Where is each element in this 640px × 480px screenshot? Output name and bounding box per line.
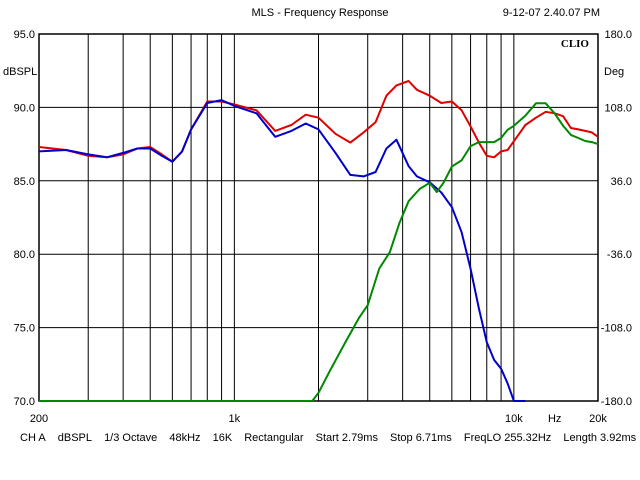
y-tick-label-left: 95.0	[14, 29, 35, 41]
length-label: Length 3.92ms	[563, 432, 637, 444]
smoothing-label: 1/3 Octave	[104, 432, 158, 444]
freq-lo-label: FreqLO 255.32Hz	[463, 432, 552, 444]
window-label: Rectangular	[244, 432, 304, 444]
x-tick-label: 10k	[505, 413, 523, 425]
plot-frame	[38, 33, 599, 402]
x-tick-label: 200	[30, 413, 48, 425]
x-tick-label: 1k	[229, 413, 241, 425]
timestamp: 9-12-07 2.40.07 PM	[502, 7, 600, 19]
y-tick-label-left: 80.0	[14, 249, 35, 261]
y-tick-label-right: 108.0	[604, 102, 632, 114]
y-axis-label-right: Deg	[604, 66, 625, 78]
y-tick-label-right: 180.0	[604, 29, 632, 41]
stop-label: Stop 6.71ms	[390, 432, 452, 444]
y-tick-label-right: -180.0	[601, 396, 632, 408]
green-curve	[39, 102, 599, 402]
size-label: 16K	[212, 432, 233, 444]
blue-curve	[38, 99, 526, 402]
measurement-settings-bar: CH A dBSPL 1/3 Octave 48kHz 16K Rectangu…	[20, 432, 640, 444]
start-label: Start 2.79ms	[315, 432, 378, 444]
sample-rate-label: 48kHz	[169, 432, 201, 444]
y-tick-label-left: 70.0	[14, 396, 35, 408]
y-tick-label-right: 36.0	[611, 176, 632, 188]
x-axis-unit-label: Hz	[548, 413, 561, 425]
x-tick-label: 20k	[589, 413, 607, 425]
chart-title: MLS - Frequency Response	[251, 7, 389, 19]
y-tick-label-left: 90.0	[14, 102, 35, 114]
y-tick-label-left: 85.0	[14, 176, 35, 188]
unit-label: dBSPL	[57, 432, 92, 444]
clio-brand-mark: CLIO	[561, 38, 590, 50]
channel-label: CH A	[20, 432, 46, 444]
y-axis-label-left: dBSPL	[3, 66, 38, 78]
y-tick-label-right: -108.0	[601, 323, 632, 335]
y-tick-label-right: -36.0	[607, 249, 632, 261]
y-tick-label-left: 75.0	[14, 323, 35, 335]
